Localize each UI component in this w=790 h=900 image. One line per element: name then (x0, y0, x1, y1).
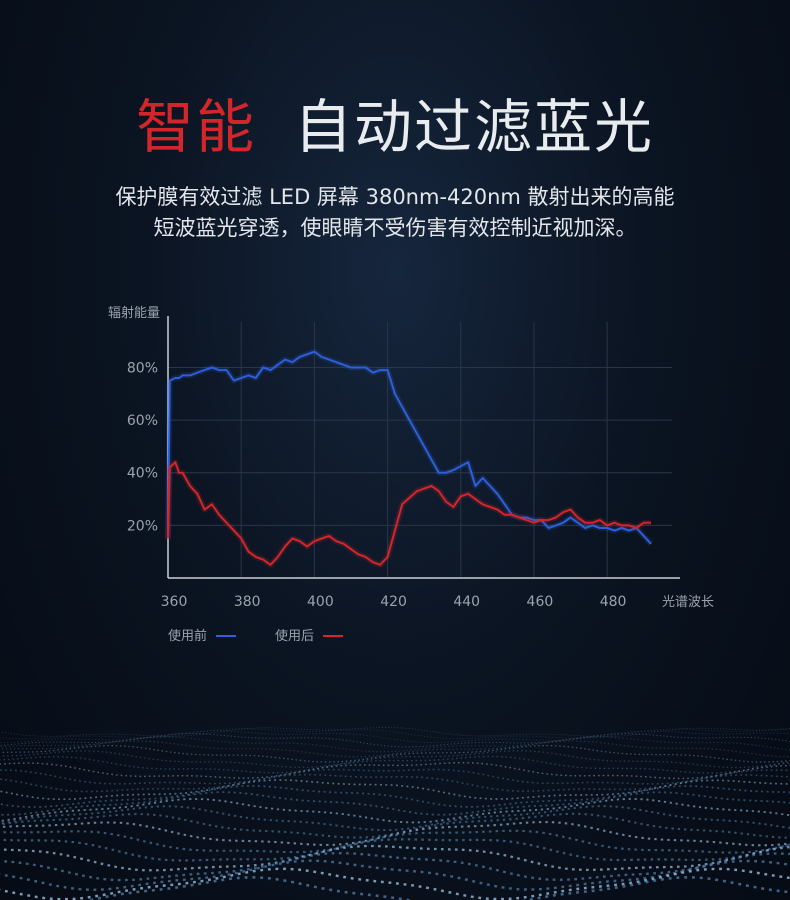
x-tick-label: 400 (307, 594, 334, 610)
wave-row (0, 773, 790, 793)
x-tick-label: 460 (527, 594, 554, 610)
wave-row (0, 838, 790, 862)
x-tick-label: 360 (161, 594, 188, 610)
x-tick-label: 420 (380, 594, 407, 610)
x-axis-title: 光谱波长 (662, 595, 714, 610)
wave-row (0, 844, 790, 872)
chart-grid (168, 322, 672, 578)
title-accent: 智能 (135, 93, 256, 161)
wave-row (0, 755, 790, 774)
y-tick-label: 80% (127, 360, 158, 376)
wave-row (0, 791, 790, 816)
subtitle-line-2: 短波蓝光穿透，使眼睛不受伤害有效控制近视加深。 (153, 216, 637, 240)
spectrum-chart: 360 380 400 420 440 460 480 20% 40% 60% 80% 辐射能量光谱波… (0, 290, 790, 670)
x-tick-label: 440 (453, 594, 480, 610)
legend-label-0: 使用前 (168, 628, 207, 644)
wave-row (0, 829, 790, 854)
wave-row (0, 812, 790, 839)
wave-row (0, 867, 790, 900)
y-tick-label: 20% (127, 518, 158, 534)
page-title: 智能 自动过滤蓝光 (0, 80, 790, 164)
particle-wave-decoration (0, 690, 790, 900)
y-tick-label: 60% (127, 413, 158, 429)
chart-legend: 使用前 使用后 (168, 628, 343, 644)
subtitle: 保护膜有效过滤 LED 屏幕 380nm-420nm 散射出来的高能 短波蓝光穿… (0, 182, 790, 244)
chart-labels: 360 380 400 420 440 460 480 20% 40% 60% 80% 辐射能量光谱波… (108, 305, 714, 610)
y-axis-title: 辐射能量 (108, 305, 160, 321)
wave-row (0, 785, 790, 808)
wave-row (0, 859, 790, 891)
wave-row (0, 768, 790, 785)
wave-row (0, 797, 790, 824)
particle-wave-graphic (0, 727, 790, 900)
wave-row (0, 732, 790, 748)
y-tick-label: 40% (127, 466, 158, 482)
chart-svg: 360 380 400 420 440 460 480 20% 40% 60% 80% 辐射能量光谱波… (108, 305, 714, 644)
wave-row (0, 744, 790, 763)
wave-row (0, 779, 790, 801)
wave-row (0, 740, 790, 758)
wave-row (0, 727, 790, 738)
x-tick-label: 480 (600, 594, 627, 610)
wave-row (0, 805, 790, 832)
title-main: 自动过滤蓝光 (294, 93, 655, 161)
wave-row (0, 761, 790, 780)
chart-series (165, 348, 654, 568)
series-line-0 (167, 350, 652, 545)
wave-row (0, 736, 790, 753)
wave-row (0, 821, 790, 847)
x-tick-label: 380 (234, 594, 261, 610)
subtitle-line-1: 保护膜有效过滤 LED 屏幕 380nm-420nm 散射出来的高能 (115, 185, 675, 209)
wave-row (0, 750, 790, 769)
series-line-1 (167, 461, 651, 566)
wave-row (0, 728, 790, 740)
wave-row (0, 730, 790, 744)
series-glow-1 (165, 459, 651, 568)
legend-label-1: 使用后 (275, 628, 314, 644)
